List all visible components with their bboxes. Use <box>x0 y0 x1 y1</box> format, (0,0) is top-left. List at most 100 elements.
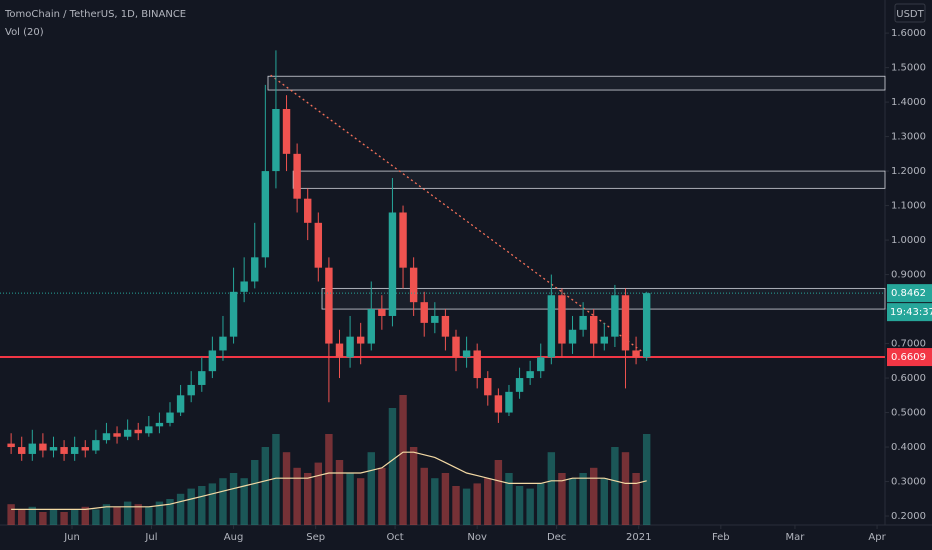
volume-bar <box>70 509 79 525</box>
volume-bar <box>642 434 651 525</box>
x-tick-label: 2021 <box>626 532 651 543</box>
candle-body <box>579 315 587 330</box>
candle-body <box>505 391 513 413</box>
volume-bar <box>558 473 566 525</box>
x-tick-label: Feb <box>712 532 730 543</box>
last-price-box <box>887 284 932 303</box>
y-tick-label: 1.0000 <box>891 235 926 246</box>
volume-bar <box>494 460 503 525</box>
candle-body <box>473 350 481 379</box>
zone <box>321 287 886 310</box>
volume-bar <box>166 499 174 525</box>
candle-body <box>325 267 333 344</box>
volume-bar <box>198 486 206 525</box>
candle-body <box>621 295 630 351</box>
volume-bar <box>102 504 111 525</box>
zone <box>292 170 886 189</box>
volume-bar <box>547 452 556 525</box>
candle-body <box>219 336 227 351</box>
countdown-box <box>887 303 932 322</box>
volume-bar <box>367 452 375 525</box>
volume-bar <box>452 486 460 525</box>
candle-body <box>356 336 365 344</box>
volume-bar <box>155 501 164 525</box>
currency-box[interactable] <box>894 3 926 23</box>
chart-title: TomoChain / TetherUS, 1D, BINANCE <box>4 9 186 20</box>
volume-ma <box>11 451 647 510</box>
candle-body <box>462 350 471 358</box>
candle-body <box>166 412 174 423</box>
volume-bar <box>293 467 301 525</box>
volume-bar <box>39 512 47 525</box>
candle-body <box>18 447 26 454</box>
y-tick-label: 1.3000 <box>891 132 926 143</box>
volume-bar <box>304 473 312 525</box>
volume-bar <box>229 473 238 525</box>
volume-bar <box>611 447 619 525</box>
candle-body <box>642 293 651 358</box>
volume-bar <box>272 434 280 525</box>
candle-body <box>282 109 291 154</box>
candle-body <box>452 336 460 358</box>
volume-bar <box>282 452 291 525</box>
volume-bar <box>590 467 598 525</box>
volume-bar <box>81 506 89 525</box>
candle-body <box>7 443 15 448</box>
trendline <box>270 74 650 358</box>
volume-bar <box>420 467 428 525</box>
volume-bar <box>378 467 386 525</box>
y-tick-label: 0.3000 <box>891 477 926 488</box>
volume-bar <box>7 504 15 525</box>
candle-body <box>441 315 450 337</box>
volume-bar <box>526 488 534 525</box>
volume-bar <box>145 506 153 525</box>
candle-body <box>600 336 609 344</box>
volume-bar <box>134 504 142 525</box>
candle-body <box>420 302 428 323</box>
x-tick-label: Dec <box>547 532 566 543</box>
volume-bar <box>462 488 471 525</box>
volume-bar <box>208 483 217 525</box>
y-tick-label: 1.2000 <box>891 166 926 177</box>
candle-body <box>590 315 598 344</box>
candle-body <box>229 291 238 337</box>
candle-body <box>240 281 248 292</box>
candle-body <box>123 429 132 437</box>
volume-bar <box>484 478 492 525</box>
candle-body <box>60 447 68 454</box>
candle-body <box>515 378 524 392</box>
volume-bar <box>187 488 195 525</box>
volume-bar <box>356 478 365 525</box>
candle-body <box>39 443 47 451</box>
volume-bar <box>92 509 100 525</box>
volume-bar <box>568 478 577 525</box>
support-box <box>887 348 932 367</box>
x-tick-label: Apr <box>868 532 886 543</box>
volume-bar <box>515 486 524 525</box>
volume-bar <box>579 473 587 525</box>
candle-body <box>367 309 375 344</box>
candle-body <box>208 350 217 372</box>
candle-body <box>102 433 111 441</box>
candle-body <box>537 357 545 372</box>
volume-bar <box>346 473 354 525</box>
candle-body <box>558 295 566 344</box>
volume-bar <box>240 478 248 525</box>
y-tick-label: 0.4000 <box>891 442 926 453</box>
candle-body <box>272 109 280 172</box>
volume-bar <box>28 506 37 525</box>
candle-body <box>134 429 142 434</box>
candle-body <box>28 443 37 454</box>
volume-bar <box>431 478 439 525</box>
volume-bar <box>600 478 609 525</box>
volume-bar <box>49 509 58 525</box>
candle-body <box>198 371 206 385</box>
currency[interactable]: USDT <box>896 9 924 20</box>
candle-body <box>293 153 301 199</box>
candle-body <box>632 350 640 358</box>
volume-bar <box>123 501 132 525</box>
x-tick-label: Mar <box>786 532 806 543</box>
volume-bar <box>441 473 450 525</box>
